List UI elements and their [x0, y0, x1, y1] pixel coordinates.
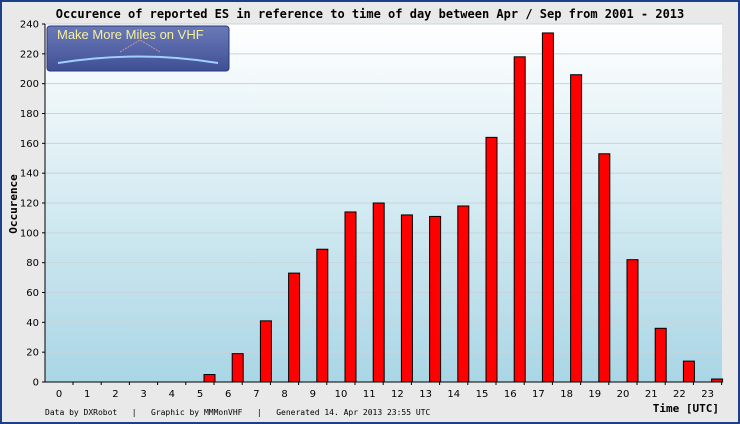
x-tick-label: 12 [391, 389, 404, 400]
bar-16 [513, 56, 526, 383]
bar-18 [570, 74, 583, 383]
x-tick-label: 6 [225, 389, 231, 400]
y-axis-ticks: 0 20 40 60 80 100 120 140 160 180 200 220 240 [20, 20, 45, 389]
bar-6 [231, 353, 244, 383]
x-tick-label: 1 [84, 389, 90, 400]
y-tick-label: 160 [20, 139, 39, 150]
y-tick-label: 80 [26, 258, 39, 269]
x-tick-label: 10 [335, 389, 348, 400]
bar-11 [372, 202, 385, 383]
x-tick-label: 16 [504, 389, 517, 400]
y-tick-label: 240 [20, 20, 39, 31]
x-tick-label: 8 [281, 389, 287, 400]
footer-credits: Data by DXRobot | Graphic by MMMonVHF | … [45, 408, 430, 417]
y-tick-label: 120 [20, 199, 39, 210]
x-tick-label: 5 [197, 389, 203, 400]
x-tick-label: 17 [532, 389, 545, 400]
x-tick-label: 21 [645, 389, 658, 400]
x-tick-label: 19 [588, 389, 601, 400]
x-tick-label: 9 [310, 389, 316, 400]
y-tick-label: 100 [20, 228, 39, 239]
x-tick-label: 4 [169, 389, 175, 400]
x-tick-label: 15 [476, 389, 489, 400]
x-tick-label: 0 [56, 389, 62, 400]
x-tick-label: 22 [673, 389, 686, 400]
x-tick-label: 3 [140, 389, 146, 400]
x-tick-label: 2 [112, 389, 118, 400]
x-tick-label: 18 [560, 389, 573, 400]
bar-14 [457, 205, 470, 383]
y-tick-label: 180 [20, 109, 39, 120]
x-axis-ticks: 0 1 2 3 4 5 6 7 8 9 10 11 12 13 14 15 16 17 18 19 20 21 22 23 [56, 382, 723, 400]
bar-7 [259, 320, 272, 383]
y-tick-label: 40 [26, 318, 39, 329]
bar-22 [682, 360, 695, 383]
y-axis-label: Occurence [7, 174, 20, 234]
x-tick-label: 7 [253, 389, 259, 400]
bar-17 [541, 32, 554, 383]
chart-title: Occurence of reported ES in reference to… [56, 7, 685, 21]
bar-8 [288, 272, 301, 383]
bar-15 [485, 136, 498, 383]
x-tick-label: 13 [419, 389, 432, 400]
x-axis-label: Time [UTC] [653, 402, 719, 415]
bar-13 [429, 215, 442, 383]
y-tick-label: 20 [26, 348, 39, 359]
bar-5 [203, 374, 216, 383]
x-tick-label: 14 [447, 389, 460, 400]
bar-19 [598, 153, 611, 383]
x-tick-label: 11 [363, 389, 376, 400]
bar-20 [626, 259, 639, 383]
bar-12 [400, 214, 413, 383]
y-tick-label: 60 [26, 288, 39, 299]
x-tick-label: 23 [701, 389, 714, 400]
x-tick-label: 20 [617, 389, 630, 400]
bar-9 [316, 248, 329, 383]
bar-10 [344, 211, 357, 383]
y-tick-label: 140 [20, 169, 39, 180]
bar-21 [654, 327, 667, 383]
y-tick-label: 0 [33, 378, 39, 389]
y-tick-label: 220 [20, 49, 39, 60]
y-tick-label: 200 [20, 79, 39, 90]
bars [203, 32, 724, 383]
logo-text: Make More Miles on VHF [57, 27, 204, 42]
logo: Make More Miles on VHF [46, 25, 230, 72]
